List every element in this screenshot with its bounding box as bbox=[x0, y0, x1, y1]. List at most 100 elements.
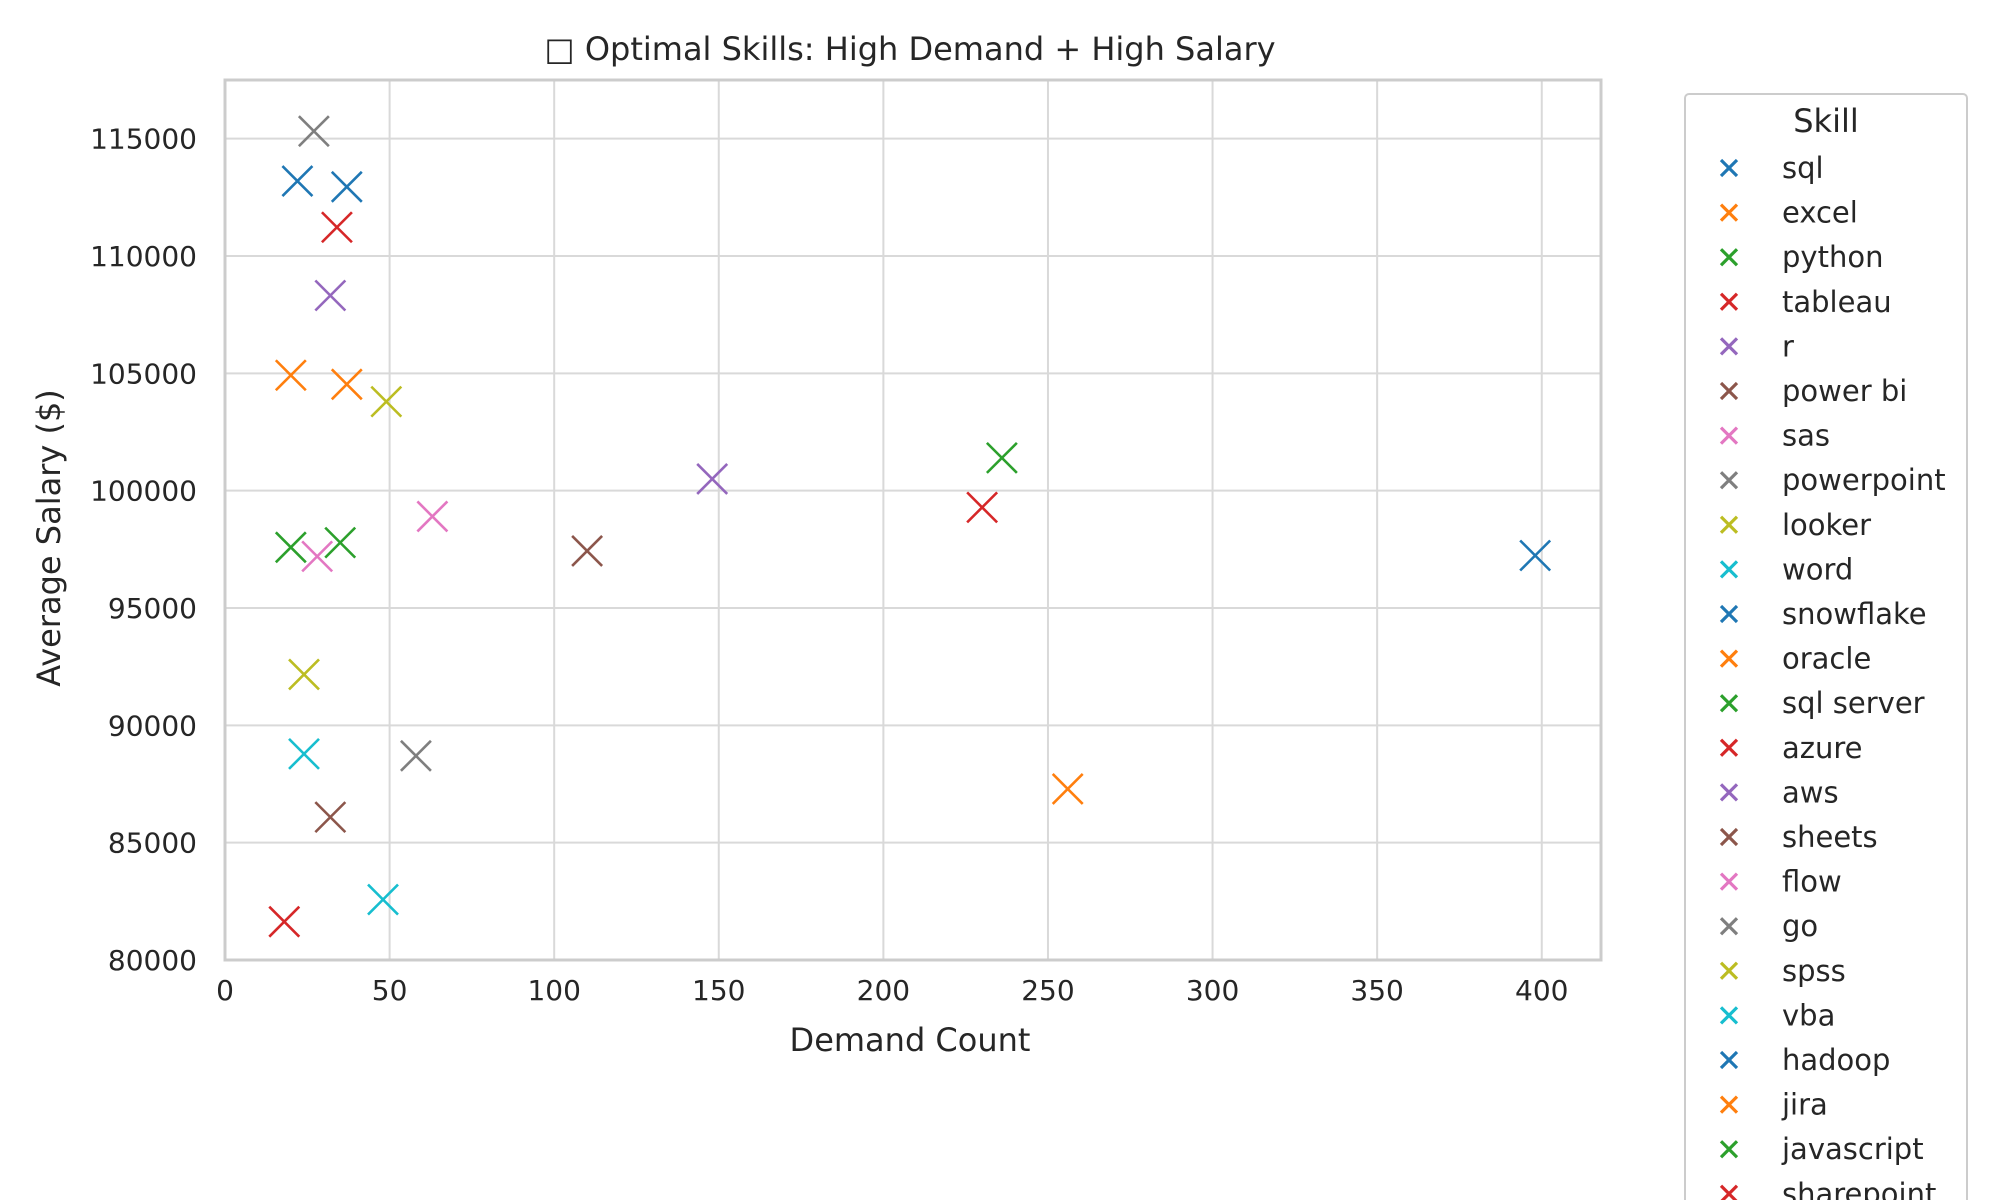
legend-marker bbox=[1719, 872, 1739, 891]
legend-item: sql server bbox=[1719, 686, 1925, 720]
legend-item: vba bbox=[1719, 998, 1835, 1032]
legend-label: looker bbox=[1782, 508, 1871, 542]
legend-item: hadoop bbox=[1719, 1043, 1890, 1077]
x-tick-label: 150 bbox=[692, 974, 745, 1007]
legend-label: vba bbox=[1782, 998, 1835, 1032]
y-axis-label: Average Salary ($) bbox=[30, 389, 68, 687]
legend-marker bbox=[1719, 426, 1739, 445]
chart-title: □ Optimal Skills: High Demand + High Sal… bbox=[544, 30, 1275, 68]
legend-label: sharepoint bbox=[1782, 1177, 1936, 1200]
legend-label: tableau bbox=[1782, 285, 1892, 319]
point-azure bbox=[321, 211, 353, 244]
legend-label: javascript bbox=[1781, 1132, 1924, 1166]
legend-label: azure bbox=[1782, 731, 1863, 765]
point-excel bbox=[1051, 773, 1084, 805]
legend-label: oracle bbox=[1782, 642, 1871, 676]
point-word bbox=[367, 883, 399, 916]
point-tableau bbox=[966, 491, 999, 524]
point-powerpoint bbox=[400, 739, 432, 772]
legend-item: oracle bbox=[1719, 642, 1871, 676]
legend-item: go bbox=[1719, 909, 1818, 943]
legend-marker bbox=[1719, 381, 1739, 401]
x-tick-label: 100 bbox=[527, 974, 580, 1007]
y-tick-label: 90000 bbox=[108, 709, 197, 742]
legend-marker bbox=[1719, 560, 1739, 579]
point-sql bbox=[1519, 539, 1552, 572]
legend-item: javascript bbox=[1719, 1132, 1924, 1166]
marks-layer bbox=[268, 115, 1552, 938]
y-tick-label: 100000 bbox=[90, 475, 197, 508]
x-tick-label: 0 bbox=[216, 974, 234, 1007]
legend-item: powerpoint bbox=[1719, 463, 1946, 497]
legend-marker bbox=[1719, 471, 1739, 490]
legend-item: snowflake bbox=[1719, 597, 1927, 631]
legend-label: spss bbox=[1782, 954, 1846, 988]
legend-label: powerpoint bbox=[1782, 463, 1946, 497]
legend-label: flow bbox=[1782, 865, 1842, 899]
legend-item: word bbox=[1719, 552, 1853, 586]
y-tick-label: 105000 bbox=[90, 357, 197, 390]
point-aws bbox=[314, 279, 347, 312]
y-tick-label: 95000 bbox=[108, 592, 197, 625]
legend-label: word bbox=[1782, 552, 1853, 586]
x-tick-label: 250 bbox=[1021, 974, 1074, 1007]
legend-item: sas bbox=[1719, 419, 1830, 453]
point-sheets bbox=[314, 801, 347, 834]
legend-marker bbox=[1719, 203, 1739, 222]
legend-item: tableau bbox=[1719, 285, 1892, 319]
legend-marker bbox=[1719, 1184, 1739, 1203]
grid-layer bbox=[224, 80, 1601, 961]
legend-marker bbox=[1719, 158, 1739, 178]
legend-frame bbox=[1684, 93, 1968, 1204]
point-go bbox=[297, 115, 330, 148]
legend-marker bbox=[1719, 337, 1739, 356]
legend-items: sql excel python tableau r power bi sas powerpo… bbox=[1719, 151, 1946, 1204]
y-tick-label: 85000 bbox=[108, 827, 197, 860]
legend-label: excel bbox=[1782, 196, 1858, 230]
legend-label: hadoop bbox=[1782, 1043, 1890, 1077]
legend-marker bbox=[1719, 1050, 1739, 1070]
point-python bbox=[985, 441, 1018, 474]
point-spss bbox=[288, 658, 320, 691]
point-power-bi bbox=[571, 535, 604, 567]
legend-marker bbox=[1719, 1140, 1739, 1159]
legend-label: aws bbox=[1782, 775, 1839, 809]
point-javascript bbox=[274, 531, 307, 564]
legend-marker bbox=[1719, 783, 1739, 802]
legend: Skill sql excel python tableau r power bi sas p… bbox=[1684, 93, 1968, 1204]
legend-item: sheets bbox=[1719, 820, 1878, 854]
legend-label: go bbox=[1782, 909, 1818, 943]
legend-item: r bbox=[1719, 329, 1794, 363]
x-axis-label: Demand Count bbox=[790, 1021, 1031, 1059]
point-vba bbox=[288, 737, 320, 770]
plot-frame bbox=[223, 78, 1603, 962]
legend-item: jira bbox=[1719, 1088, 1828, 1122]
legend-label: r bbox=[1782, 329, 1794, 363]
x-tick-label: 350 bbox=[1350, 974, 1403, 1007]
legend-item: sharepoint bbox=[1719, 1177, 1936, 1204]
x-tick-label: 300 bbox=[1186, 974, 1239, 1007]
point-hadoop bbox=[281, 165, 314, 197]
legend-item: python bbox=[1719, 240, 1883, 274]
legend-marker bbox=[1719, 604, 1739, 624]
legend-item: excel bbox=[1719, 196, 1858, 230]
legend-label: python bbox=[1782, 240, 1883, 274]
x-tick-label: 50 bbox=[372, 974, 408, 1007]
y-tick-label: 110000 bbox=[90, 240, 197, 273]
axes-layer: 0 50 100 150 200 250 300 350 400 80000 85000 90000 9… bbox=[90, 78, 1603, 1007]
legend-marker bbox=[1719, 515, 1739, 534]
point-sharepoint bbox=[268, 905, 301, 938]
point-sas bbox=[416, 500, 449, 533]
legend-label: sql server bbox=[1782, 686, 1925, 720]
legend-label: sas bbox=[1782, 419, 1830, 453]
legend-label: sql bbox=[1782, 151, 1824, 185]
point-jira bbox=[274, 359, 307, 392]
legend-marker bbox=[1719, 292, 1739, 311]
legend-marker bbox=[1719, 694, 1739, 713]
legend-marker bbox=[1719, 738, 1739, 757]
legend-label: snowflake bbox=[1782, 597, 1927, 631]
x-tick-label: 200 bbox=[857, 974, 910, 1007]
legend-marker bbox=[1719, 961, 1739, 980]
legend-item: azure bbox=[1719, 731, 1863, 765]
